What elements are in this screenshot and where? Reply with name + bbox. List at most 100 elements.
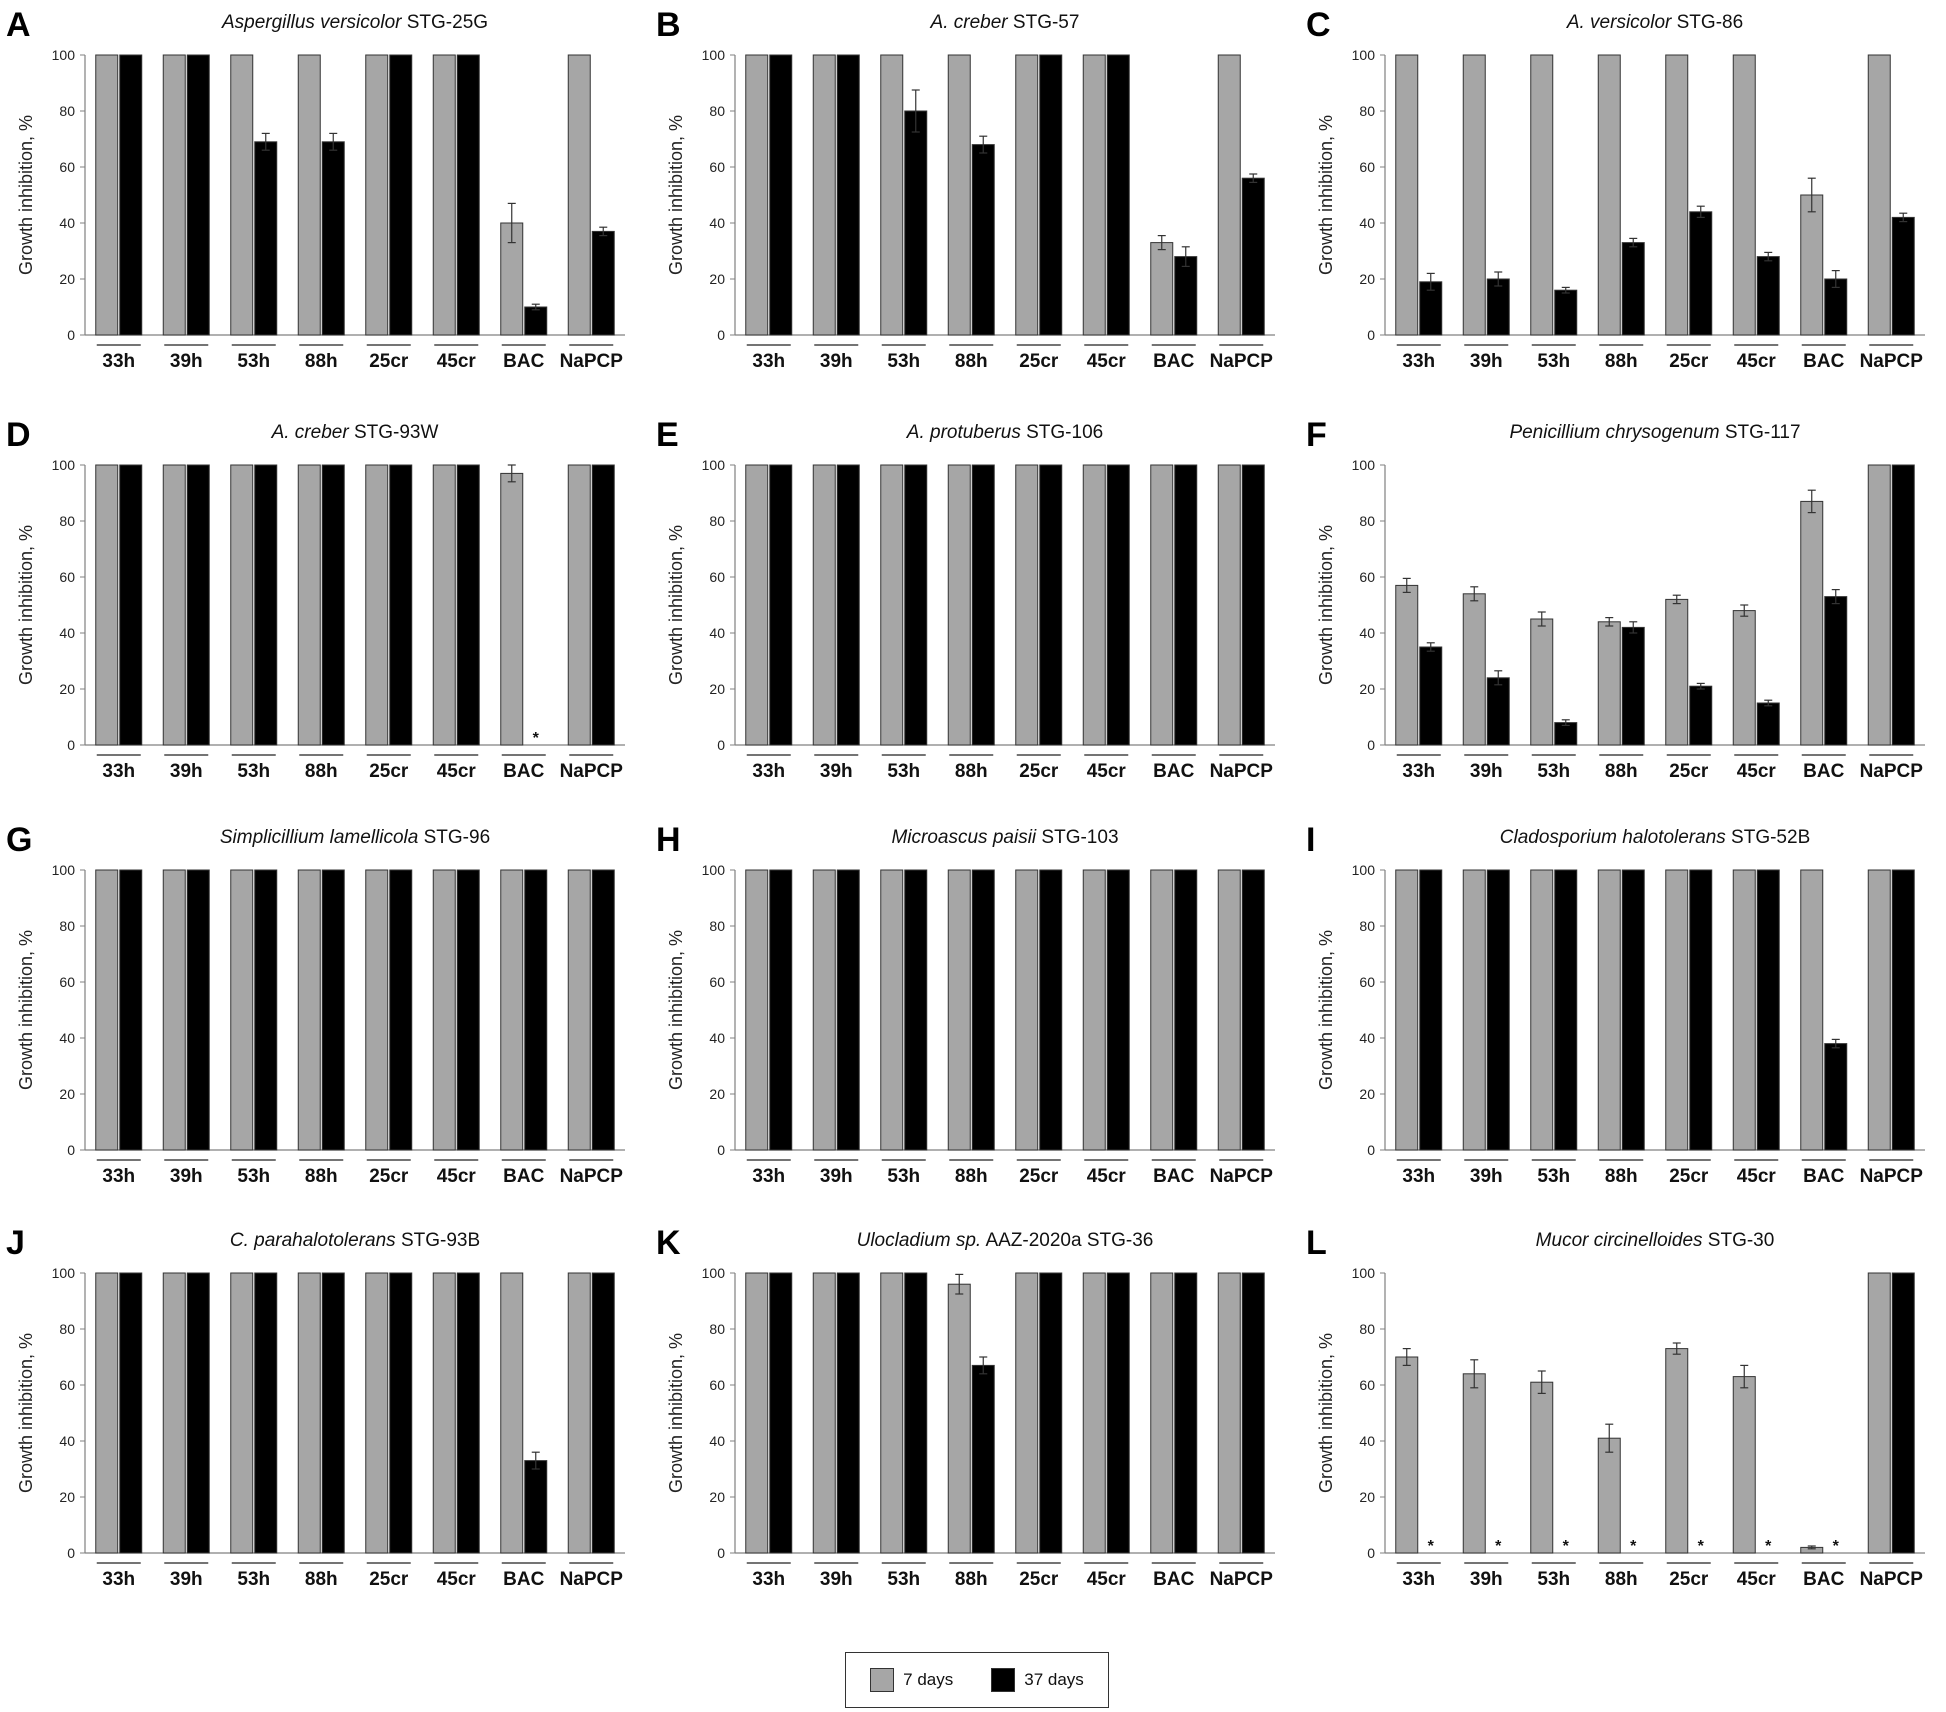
bar-i-7d-NaPCP bbox=[1867, 869, 1891, 1151]
y-tick-label-e-20: 20 bbox=[709, 681, 725, 697]
panel-letter-h: H bbox=[656, 821, 681, 859]
chart-panel-h: H Microascus paisii STG-103 Growth inhibit… bbox=[656, 821, 1275, 1187]
bar-a-37d-NaPCP bbox=[591, 230, 615, 336]
bar-j-7d-39h bbox=[162, 1272, 186, 1554]
chart-title-strain-e: STG-106 bbox=[1021, 422, 1103, 443]
bar-h-7d-25cr bbox=[1015, 869, 1039, 1151]
x-tick-label-i-NaPCP: NaPCP bbox=[1860, 1166, 1924, 1187]
x-tick-label-f-53h: 53h bbox=[1537, 761, 1570, 782]
y-axis-label-h: Growth inhibition, % bbox=[666, 930, 686, 1090]
chart-title-strain-j: STG-93B bbox=[396, 1230, 480, 1251]
bar-h-37d-39h bbox=[836, 869, 860, 1151]
bar-e-7d-53h bbox=[880, 464, 904, 746]
y-tick-label-e-80: 80 bbox=[709, 513, 725, 529]
bar-f-37d-25cr bbox=[1689, 685, 1713, 746]
y-tick-label-a-60: 60 bbox=[59, 159, 75, 175]
x-tick-label-f-BAC: BAC bbox=[1803, 761, 1844, 782]
bar-h-37d-88h bbox=[971, 869, 995, 1151]
x-tick-label-f-25cr: 25cr bbox=[1669, 761, 1709, 782]
asterisk-d-BAC: * bbox=[533, 730, 540, 747]
bar-j-37d-25cr bbox=[389, 1272, 413, 1554]
chart-title-species-a: Aspergillus versicolor bbox=[221, 12, 402, 33]
panel-letter-a: A bbox=[6, 6, 31, 44]
bar-g-7d-39h bbox=[162, 869, 186, 1151]
chart-title-k: Ulocladium sp. AAZ-2020a STG-36 bbox=[857, 1230, 1154, 1251]
bar-h-37d-53h bbox=[904, 869, 928, 1151]
x-tick-label-l-25cr: 25cr bbox=[1669, 1569, 1709, 1590]
bar-j-37d-BAC bbox=[524, 1460, 548, 1554]
chart-panel-g: G Simplicillium lamellicola STG-96 Growth … bbox=[6, 821, 625, 1187]
bar-e-7d-33h bbox=[745, 464, 769, 746]
y-tick-label-l-0: 0 bbox=[1367, 1545, 1375, 1561]
bar-a-7d-53h bbox=[230, 54, 254, 336]
bar-f-37d-BAC bbox=[1824, 596, 1848, 746]
y-tick-label-j-60: 60 bbox=[59, 1377, 75, 1393]
y-axis-label-l: Growth inhibition, % bbox=[1316, 1333, 1336, 1493]
bar-g-37d-53h bbox=[254, 869, 278, 1151]
chart-title-a: Aspergillus versicolor STG-25G bbox=[221, 12, 488, 33]
x-tick-label-f-NaPCP: NaPCP bbox=[1860, 761, 1924, 782]
bar-a-37d-53h bbox=[254, 141, 278, 336]
bar-h-7d-33h bbox=[745, 869, 769, 1151]
x-tick-label-a-BAC: BAC bbox=[503, 351, 544, 372]
bar-d-7d-45cr bbox=[432, 464, 456, 746]
bar-j-7d-25cr bbox=[365, 1272, 389, 1554]
y-tick-label-l-20: 20 bbox=[1359, 1489, 1375, 1505]
bar-g-7d-88h bbox=[297, 869, 321, 1151]
bar-i-37d-39h bbox=[1486, 869, 1510, 1151]
chart-title-species-d: A. creber bbox=[271, 422, 350, 443]
bar-h-7d-53h bbox=[880, 869, 904, 1151]
bar-j-37d-88h bbox=[321, 1272, 345, 1554]
x-tick-label-h-45cr: 45cr bbox=[1087, 1166, 1127, 1187]
bar-e-7d-45cr bbox=[1082, 464, 1106, 746]
bar-k-37d-53h bbox=[904, 1272, 928, 1554]
bar-c-37d-45cr bbox=[1756, 256, 1780, 336]
x-tick-label-j-39h: 39h bbox=[170, 1569, 203, 1590]
y-axis-label-i: Growth inhibition, % bbox=[1316, 930, 1336, 1090]
bar-f-7d-45cr bbox=[1732, 610, 1756, 746]
chart-title-strain-l: STG-30 bbox=[1703, 1230, 1775, 1251]
bar-g-7d-53h bbox=[230, 869, 254, 1151]
bar-d-7d-39h bbox=[162, 464, 186, 746]
bar-c-7d-NaPCP bbox=[1867, 54, 1891, 336]
x-tick-label-h-33h: 33h bbox=[752, 1166, 785, 1187]
y-tick-label-i-40: 40 bbox=[1359, 1030, 1375, 1046]
chart-panel-a: A Aspergillus versicolor STG-25G Growth in… bbox=[6, 6, 625, 372]
chart-panel-i: I Cladosporium halotolerans STG-52B Growth… bbox=[1306, 821, 1925, 1187]
legend-item-37-days: 37 days bbox=[991, 1668, 1084, 1692]
y-tick-label-j-20: 20 bbox=[59, 1489, 75, 1505]
bar-e-7d-NaPCP bbox=[1217, 464, 1241, 746]
y-tick-label-l-80: 80 bbox=[1359, 1321, 1375, 1337]
x-tick-label-k-33h: 33h bbox=[752, 1569, 785, 1590]
x-tick-label-h-88h: 88h bbox=[955, 1166, 988, 1187]
x-tick-label-c-NaPCP: NaPCP bbox=[1860, 351, 1924, 372]
bar-k-7d-BAC bbox=[1150, 1272, 1174, 1554]
x-tick-label-i-88h: 88h bbox=[1605, 1166, 1638, 1187]
bar-j-37d-33h bbox=[119, 1272, 143, 1554]
bar-g-37d-33h bbox=[119, 869, 143, 1151]
x-tick-label-e-45cr: 45cr bbox=[1087, 761, 1127, 782]
x-tick-label-j-NaPCP: NaPCP bbox=[560, 1569, 624, 1590]
x-tick-label-k-39h: 39h bbox=[820, 1569, 853, 1590]
x-tick-label-i-53h: 53h bbox=[1537, 1166, 1570, 1187]
chart-title-species-e: A. protuberus bbox=[906, 422, 1022, 443]
bar-e-37d-25cr bbox=[1039, 464, 1063, 746]
x-tick-label-d-25cr: 25cr bbox=[369, 761, 409, 782]
bar-c-7d-25cr bbox=[1665, 54, 1689, 336]
x-tick-label-d-BAC: BAC bbox=[503, 761, 544, 782]
chart-title-strain-k: AAZ-2020a STG-36 bbox=[981, 1230, 1153, 1251]
bar-i-7d-39h bbox=[1462, 869, 1486, 1151]
bar-a-7d-NaPCP bbox=[567, 54, 591, 336]
bar-j-37d-NaPCP bbox=[591, 1272, 615, 1554]
y-axis-label-g: Growth inhibition, % bbox=[16, 930, 36, 1090]
chart-title-strain-d: STG-93W bbox=[349, 422, 439, 443]
y-tick-label-f-100: 100 bbox=[1352, 457, 1376, 473]
y-tick-label-b-0: 0 bbox=[717, 327, 725, 343]
chart-title-h: Microascus paisii STG-103 bbox=[891, 827, 1118, 848]
x-tick-label-i-45cr: 45cr bbox=[1737, 1166, 1777, 1187]
chart-title-species-h: Microascus paisii bbox=[891, 827, 1036, 848]
y-tick-label-i-20: 20 bbox=[1359, 1086, 1375, 1102]
bar-b-7d-NaPCP bbox=[1217, 54, 1241, 336]
x-tick-label-b-25cr: 25cr bbox=[1019, 351, 1059, 372]
bar-f-37d-39h bbox=[1486, 677, 1510, 746]
